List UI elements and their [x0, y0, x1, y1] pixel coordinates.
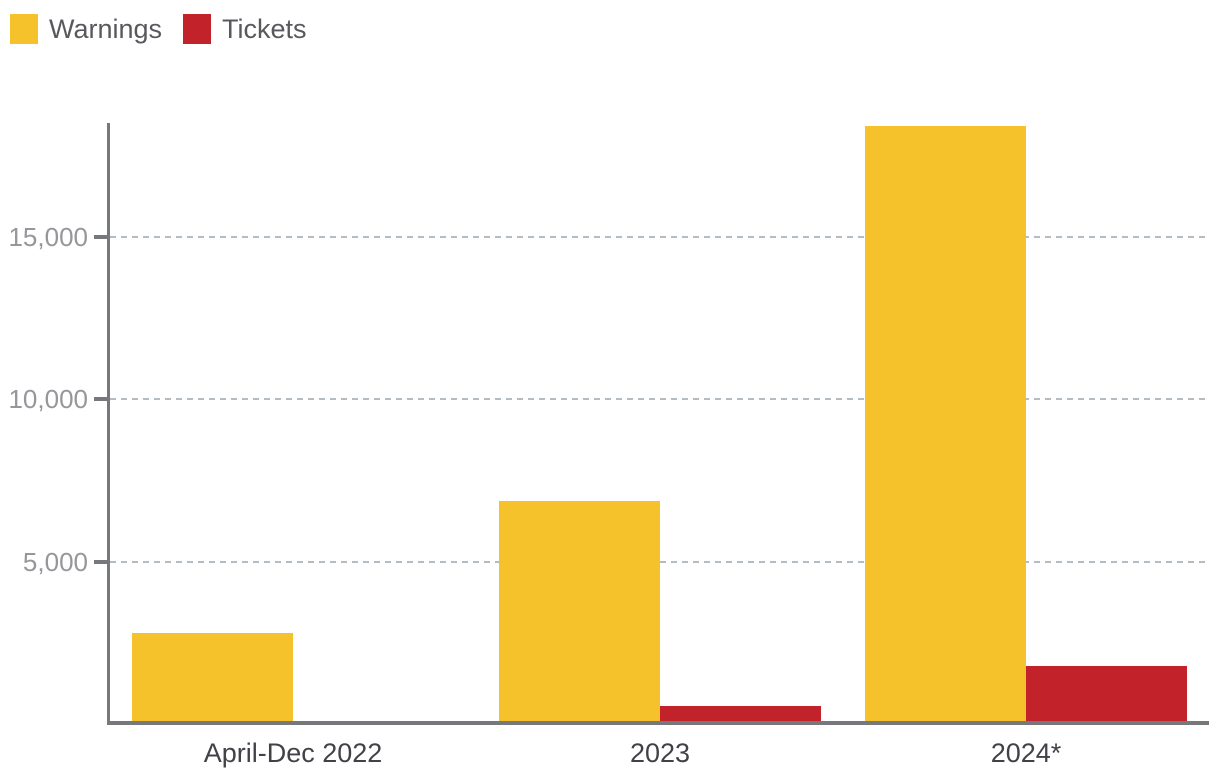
warnings-swatch-icon [10, 14, 38, 44]
legend-label-warnings: Warnings [49, 14, 163, 44]
bar-warnings-2023 [499, 501, 660, 724]
bar-tickets-2024 [1026, 666, 1187, 724]
y-axis-tick-label-15000: 15,000 [8, 221, 88, 252]
bar-warnings-2024 [865, 126, 1026, 724]
bar-tickets-2023 [660, 706, 821, 724]
legend: Warnings Tickets [10, 14, 328, 44]
plot-area [110, 123, 1209, 724]
x-axis-label-april-dec-2022: April-Dec 2022 [203, 738, 383, 768]
y-axis-tick-label-10000: 10,000 [8, 384, 88, 415]
tickets-swatch-icon [183, 14, 212, 44]
y-axis-line [107, 123, 110, 725]
bar-warnings-april-dec-2022 [132, 633, 293, 724]
legend-item-tickets: Tickets [183, 14, 307, 44]
y-tick-5000 [94, 559, 108, 564]
x-axis-line [107, 721, 1209, 725]
gridline-10000 [110, 398, 1209, 401]
x-axis-label-2024: 2024* [990, 738, 1062, 768]
gridline-15000 [110, 235, 1209, 238]
y-axis-tick-label-5000: 5,000 [22, 546, 88, 577]
legend-label-tickets: Tickets [222, 14, 307, 44]
x-axis-label-2023: 2023 [629, 738, 691, 768]
y-tick-15000 [94, 234, 108, 239]
y-tick-10000 [94, 397, 108, 402]
legend-item-warnings: Warnings [10, 14, 162, 44]
